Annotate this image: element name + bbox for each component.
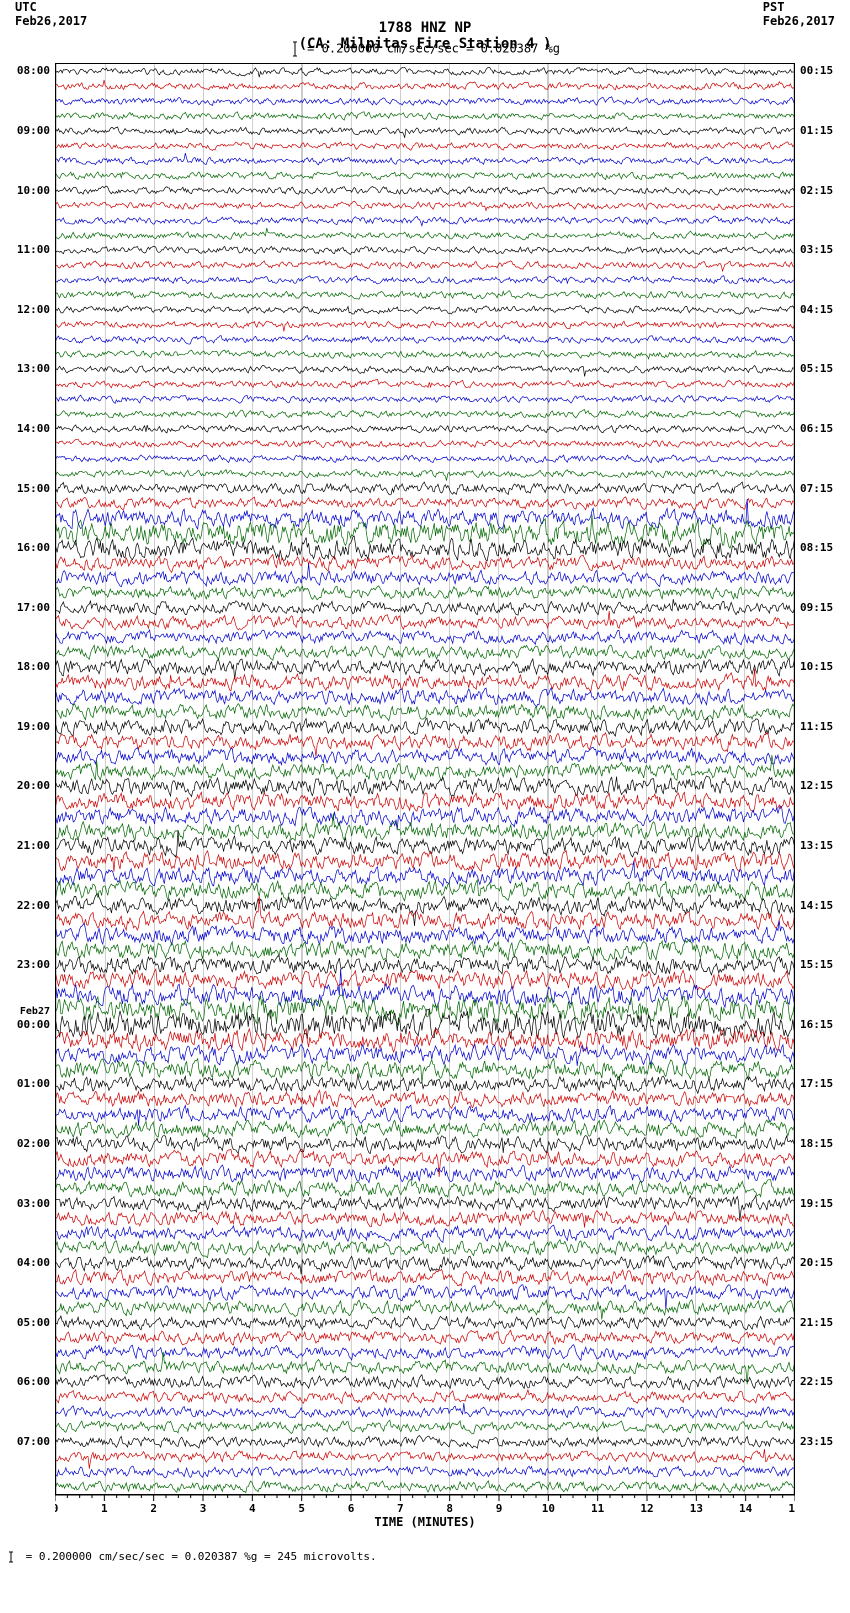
utc-hour-label: 09:00 [17,124,50,137]
utc-hour-label: 16:00 [17,541,50,554]
pst-hour-label: 08:15 [800,541,833,554]
utc-hour-label: 13:00 [17,362,50,375]
svg-text:14: 14 [739,1502,753,1515]
pst-hour-label: 11:15 [800,720,833,733]
utc-hour-label: 11:00 [17,243,50,256]
utc-hour-label: 10:00 [17,184,50,197]
svg-text:9: 9 [496,1502,503,1515]
svg-text:5: 5 [298,1502,305,1515]
svg-text:1: 1 [101,1502,108,1515]
pst-hour-label: 05:15 [800,362,833,375]
pst-hour-label: 09:15 [800,601,833,614]
footer-scale: = 0.200000 cm/sec/sec = 0.020387 %g = 24… [0,1535,850,1574]
pst-hour-label: 04:15 [800,303,833,316]
utc-hour-label: 23:00 [17,958,50,971]
pst-hour-label: 01:15 [800,124,833,137]
pst-hour-label: 06:15 [800,422,833,435]
utc-hour-label: 05:00 [17,1316,50,1329]
utc-hour-label: 00:00 [17,1018,50,1031]
utc-hour-label: 19:00 [17,720,50,733]
svg-text:15: 15 [788,1502,795,1515]
pst-hour-label: 23:15 [800,1435,833,1448]
pst-hour-label: 02:15 [800,184,833,197]
pst-hour-label: 03:15 [800,243,833,256]
pst-hour-label: 16:15 [800,1018,833,1031]
utc-hour-label: 21:00 [17,839,50,852]
pst-hour-label: 13:15 [800,839,833,852]
pst-hour-label: 00:15 [800,64,833,77]
helicorder-plot: 08:0009:0010:0011:0012:0013:0014:0015:00… [55,63,795,1495]
utc-date-label: Feb26,2017 [15,14,87,28]
pst-hour-label: 12:15 [800,779,833,792]
utc-hour-label: 20:00 [17,779,50,792]
svg-text:7: 7 [397,1502,404,1515]
svg-text:12: 12 [640,1502,653,1515]
utc-hour-label: 02:00 [17,1137,50,1150]
utc-hour-label: 22:00 [17,899,50,912]
svg-text:3: 3 [200,1502,207,1515]
date-marker: Feb27 [20,1006,50,1017]
utc-hour-label: 15:00 [17,482,50,495]
svg-text:0: 0 [55,1502,58,1515]
footer-scale-bar-icon [5,1550,19,1564]
utc-hour-label: 06:00 [17,1375,50,1388]
svg-text:10: 10 [542,1502,555,1515]
utc-hour-label: 12:00 [17,303,50,316]
footer-scale-text: = 0.200000 cm/sec/sec = 0.020387 %g = 24… [26,1550,377,1563]
utc-tz-label: UTC [15,0,87,14]
svg-text:8: 8 [446,1502,453,1515]
pst-date-label: Feb26,2017 [763,14,835,28]
station-title: 1788 HNZ NP [0,0,850,36]
svg-text:11: 11 [591,1502,605,1515]
pst-hour-label: 19:15 [800,1197,833,1210]
svg-text:4: 4 [249,1502,256,1515]
pst-hour-label: 18:15 [800,1137,833,1150]
x-axis-label: TIME (MINUTES) [55,1515,795,1529]
utc-hour-label: 03:00 [17,1197,50,1210]
utc-hour-label: 18:00 [17,660,50,673]
pst-hour-label: 21:15 [800,1316,833,1329]
pst-hour-label: 20:15 [800,1256,833,1269]
station-subtitle: (CA: Milpitas Fire Station 4 ) [0,36,850,52]
pst-hour-label: 14:15 [800,899,833,912]
pst-hour-label: 17:15 [800,1077,833,1090]
utc-hour-label: 14:00 [17,422,50,435]
pst-hour-label: 15:15 [800,958,833,971]
utc-hour-label: 17:00 [17,601,50,614]
pst-hour-label: 10:15 [800,660,833,673]
pst-hour-label: 22:15 [800,1375,833,1388]
pst-hour-label: 07:15 [800,482,833,495]
x-axis: 0123456789101112131415 TIME (MINUTES) [55,1495,795,1535]
svg-text:6: 6 [348,1502,355,1515]
utc-hour-label: 07:00 [17,1435,50,1448]
svg-text:13: 13 [690,1502,703,1515]
utc-hour-label: 08:00 [17,64,50,77]
pst-tz-label: PST [763,0,835,14]
svg-text:2: 2 [150,1502,157,1515]
utc-hour-label: 04:00 [17,1256,50,1269]
utc-hour-label: 01:00 [17,1077,50,1090]
